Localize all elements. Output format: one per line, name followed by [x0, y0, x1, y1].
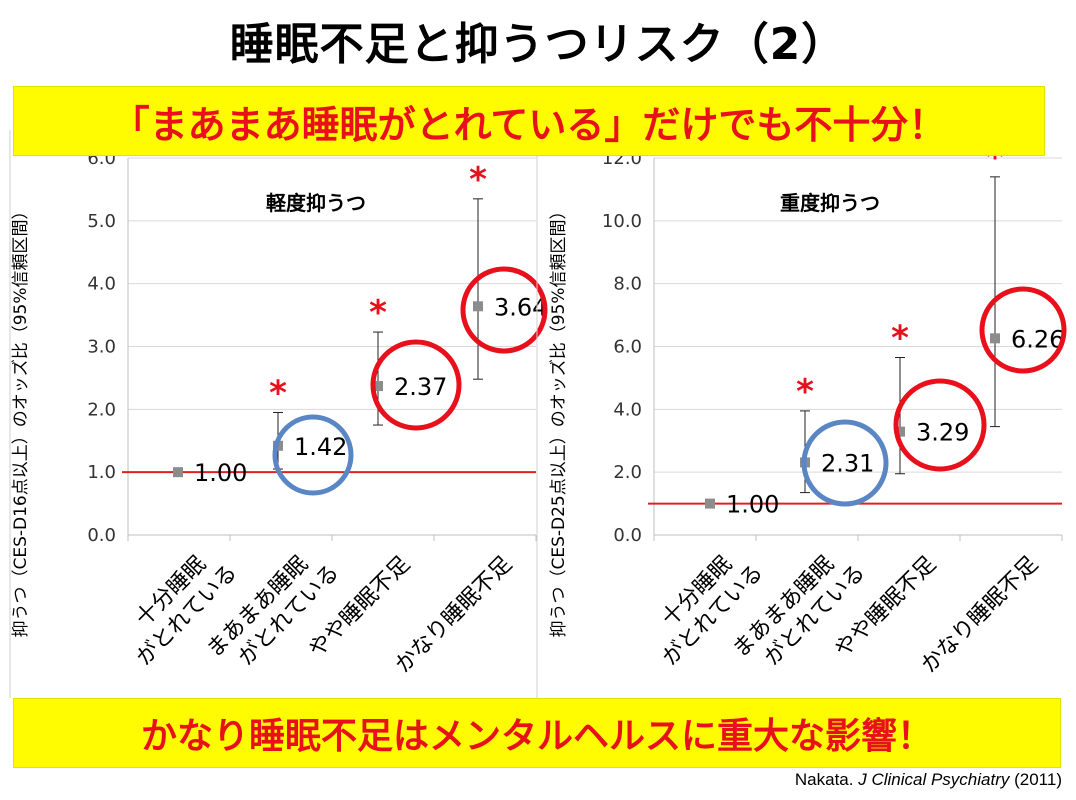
- chart1-data-label: 3.64: [494, 293, 547, 321]
- chart1-significance-star: *: [469, 160, 487, 200]
- chart1-data-point: [373, 381, 383, 392]
- chart1-y-axis-label: 抑うつ（CES-D16点以上）のオッズ比（95%信頼区間）: [11, 202, 31, 637]
- chart1-significance-star: *: [269, 373, 287, 413]
- chart2-data-point: [990, 333, 1000, 344]
- chart2-y-tick-label: 8.0: [613, 274, 642, 295]
- chart2-data-point: [705, 498, 715, 509]
- chart2-y-tick-label: 0.0: [613, 525, 642, 546]
- chart1-data-label: 1.42: [294, 433, 347, 461]
- chart1-data-point: [173, 467, 183, 478]
- chart2-significance-star: *: [891, 318, 909, 358]
- bottom-banner: かなり睡眠不足はメンタルヘルスに重大な影響！: [13, 698, 1061, 768]
- chart2-data-point: [895, 426, 905, 437]
- chart2-highlight-circle: [893, 378, 987, 472]
- chart2-y-tick-label: 2.0: [613, 462, 642, 483]
- chart2-title: 重度抑うつ: [780, 191, 880, 215]
- chart1-y-tick-label: 2.0: [87, 399, 116, 420]
- chart1-data-point: [473, 301, 483, 312]
- citation-author: Nakata.: [794, 770, 854, 789]
- chart2-highlight-circle: [801, 419, 889, 507]
- chart2-y-axis-label: 抑うつ（CES-D25点以上）のオッズ比（95%信頼区間）: [549, 202, 569, 637]
- citation-journal: J Clinical Psychiatry: [858, 770, 1010, 789]
- chart1-y-tick-label: 5.0: [87, 211, 116, 232]
- chart1-title: 軽度抑うつ: [266, 191, 366, 215]
- chart1-highlight-circle: [370, 339, 462, 431]
- chart2-y-tick-label: 6.0: [613, 337, 642, 358]
- chart2-y-tick-label: 4.0: [613, 399, 642, 420]
- chart1-y-tick-label: 4.0: [87, 274, 116, 295]
- chart1-highlight-circle: [272, 414, 354, 496]
- chart1-y-tick-label: 0.0: [87, 525, 116, 546]
- chart2-data-label: 6.26: [1011, 325, 1064, 353]
- chart1-y-tick-label: 1.0: [87, 462, 116, 483]
- chart2-significance-star: *: [796, 372, 814, 412]
- chart2-data-label: 1.00: [726, 491, 779, 519]
- citation: Nakata. J Clinical Psychiatry (2011): [795, 770, 1062, 790]
- chart2-data-label: 3.29: [916, 419, 969, 447]
- chart2-highlight-circle: [979, 286, 1067, 374]
- chart1-y-tick-label: 3.0: [87, 337, 116, 358]
- citation-year: (2011): [1014, 770, 1062, 789]
- chart1-significance-star: *: [369, 293, 387, 333]
- chart2-data-label: 2.31: [821, 449, 874, 477]
- chart1-highlight-circle: [460, 266, 548, 354]
- top-banner: 「まあまあ睡眠がとれている」だけでも不十分！: [13, 86, 1045, 156]
- page-title: 睡眠不足と抑うつリスク（2）: [229, 19, 847, 70]
- chart1-data-label: 1.00: [194, 459, 247, 487]
- chart2-y-tick-label: 10.0: [602, 211, 642, 232]
- chart1-data-label: 2.37: [394, 373, 447, 401]
